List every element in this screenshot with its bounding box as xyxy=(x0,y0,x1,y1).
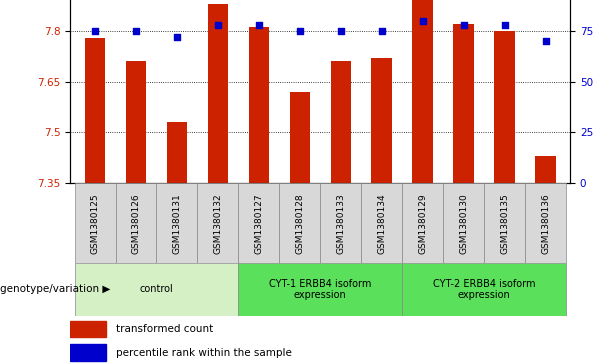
Point xyxy=(500,22,509,28)
Bar xyxy=(126,61,147,183)
Bar xyxy=(402,263,566,316)
Bar xyxy=(208,4,228,183)
Text: GSM1380125: GSM1380125 xyxy=(91,193,99,254)
Bar xyxy=(330,61,351,183)
Text: GSM1380126: GSM1380126 xyxy=(132,193,140,254)
Bar xyxy=(197,183,238,263)
Bar xyxy=(402,183,443,263)
Bar xyxy=(484,183,525,263)
Text: CYT-1 ERBB4 isoform
expression: CYT-1 ERBB4 isoform expression xyxy=(269,279,371,300)
Bar xyxy=(494,31,515,183)
Text: transformed count: transformed count xyxy=(116,324,213,334)
Bar xyxy=(371,58,392,183)
Bar xyxy=(443,183,484,263)
Point xyxy=(254,22,264,28)
Bar xyxy=(454,24,474,183)
Point xyxy=(172,34,182,40)
Point xyxy=(213,22,223,28)
Bar xyxy=(320,183,361,263)
Point xyxy=(90,28,100,34)
Point xyxy=(295,28,305,34)
Bar xyxy=(238,183,280,263)
Text: percentile rank within the sample: percentile rank within the sample xyxy=(116,348,292,358)
Point xyxy=(377,28,387,34)
Point xyxy=(336,28,346,34)
Text: GSM1380136: GSM1380136 xyxy=(541,193,550,254)
Bar xyxy=(413,0,433,183)
Text: genotype/variation ▶: genotype/variation ▶ xyxy=(0,285,110,294)
Bar xyxy=(238,263,402,316)
Text: GSM1380132: GSM1380132 xyxy=(213,193,223,254)
Bar xyxy=(289,92,310,183)
Bar xyxy=(115,183,156,263)
Bar xyxy=(85,38,105,183)
Text: GSM1380127: GSM1380127 xyxy=(254,193,264,254)
Text: control: control xyxy=(140,285,173,294)
Text: GSM1380131: GSM1380131 xyxy=(172,193,181,254)
Point xyxy=(459,22,468,28)
Bar xyxy=(249,28,269,183)
Text: GSM1380129: GSM1380129 xyxy=(418,193,427,254)
Text: GSM1380130: GSM1380130 xyxy=(459,193,468,254)
Point xyxy=(541,38,550,44)
Text: GSM1380133: GSM1380133 xyxy=(337,193,345,254)
Bar xyxy=(167,122,187,183)
Bar xyxy=(75,183,115,263)
Bar xyxy=(361,183,402,263)
Bar xyxy=(70,321,106,337)
Bar xyxy=(280,183,320,263)
Text: CYT-2 ERBB4 isoform
expression: CYT-2 ERBB4 isoform expression xyxy=(433,279,535,300)
Text: GSM1380134: GSM1380134 xyxy=(377,193,386,254)
Bar xyxy=(535,156,556,183)
Bar xyxy=(75,263,238,316)
Bar xyxy=(70,344,106,360)
Point xyxy=(418,18,428,24)
Point xyxy=(131,28,141,34)
Text: GSM1380135: GSM1380135 xyxy=(500,193,509,254)
Bar xyxy=(525,183,566,263)
Bar xyxy=(156,183,197,263)
Text: GSM1380128: GSM1380128 xyxy=(295,193,304,254)
